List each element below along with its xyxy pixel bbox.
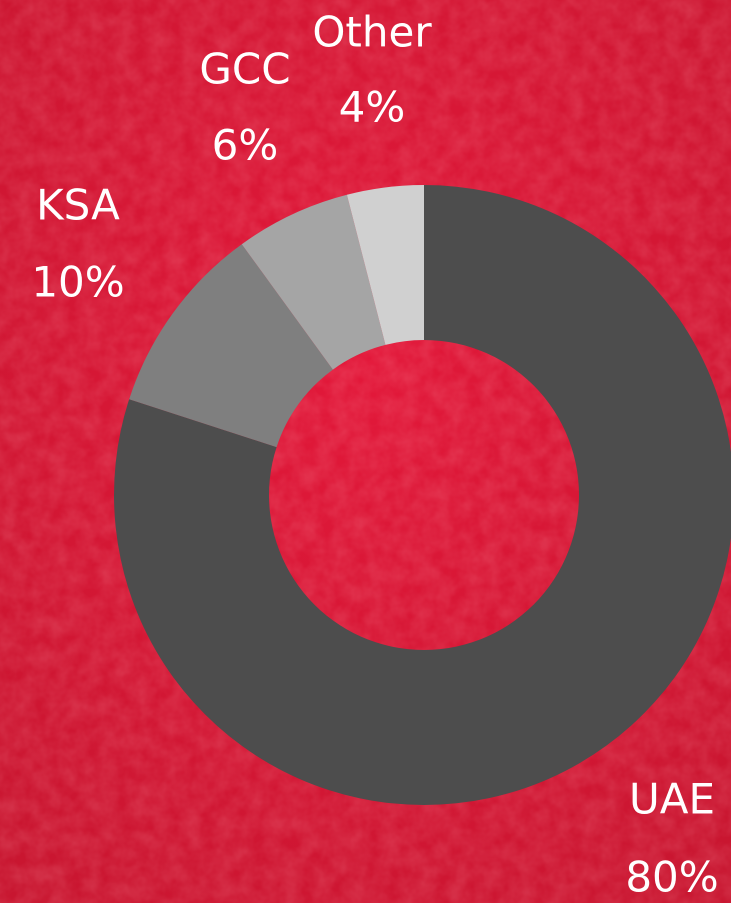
value-label: 6%: [212, 121, 279, 170]
category-label: Other: [312, 8, 432, 57]
value-label: 10%: [31, 258, 124, 307]
page: UAE80%KSA10%GCC6%Other4% (() => { const …: [0, 0, 731, 903]
chart: UAE 80% KSA 10% GCC 6% Other 4%: [0, 0, 731, 903]
value-label: 4%: [339, 83, 406, 132]
category-label: UAE: [629, 775, 715, 824]
category-label: GCC: [199, 45, 290, 94]
category-label: KSA: [36, 181, 120, 230]
value-label: 80%: [625, 853, 718, 902]
